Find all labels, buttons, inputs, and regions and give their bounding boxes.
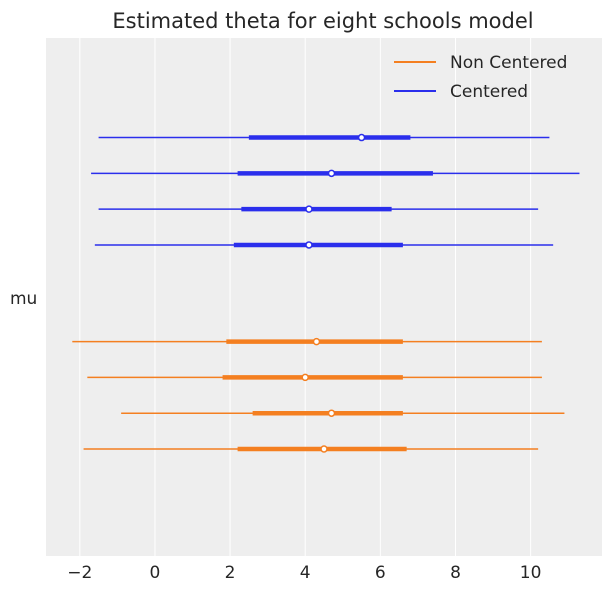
grid-lines	[79, 38, 532, 556]
y-axis-label: mu	[10, 289, 37, 309]
median-point	[305, 241, 313, 249]
median-point	[327, 409, 336, 417]
interval-marks	[72, 133, 580, 453]
median-point	[327, 169, 336, 178]
median-point	[305, 205, 313, 213]
median-point	[357, 133, 366, 142]
x-tick-label: 10	[520, 563, 542, 583]
x-tick-label: 2	[225, 563, 236, 583]
median-point	[312, 337, 321, 346]
x-tick-label: 0	[150, 563, 161, 583]
legend-label-non-centered: Non Centered	[450, 53, 567, 73]
chart-title: Estimated theta for eight schools model	[112, 9, 533, 33]
x-tick-label: 6	[375, 563, 386, 583]
median-point	[320, 445, 328, 453]
x-axis: −2 0 2 4 6 8 10	[67, 563, 541, 583]
x-tick-label: −2	[67, 563, 92, 583]
x-tick-label: 4	[300, 563, 311, 583]
legend-label-centered: Centered	[450, 82, 528, 102]
plot-area	[46, 38, 602, 556]
legend: Non Centered Centered	[394, 53, 567, 102]
median-point	[301, 373, 309, 382]
x-tick-label: 8	[450, 563, 461, 583]
